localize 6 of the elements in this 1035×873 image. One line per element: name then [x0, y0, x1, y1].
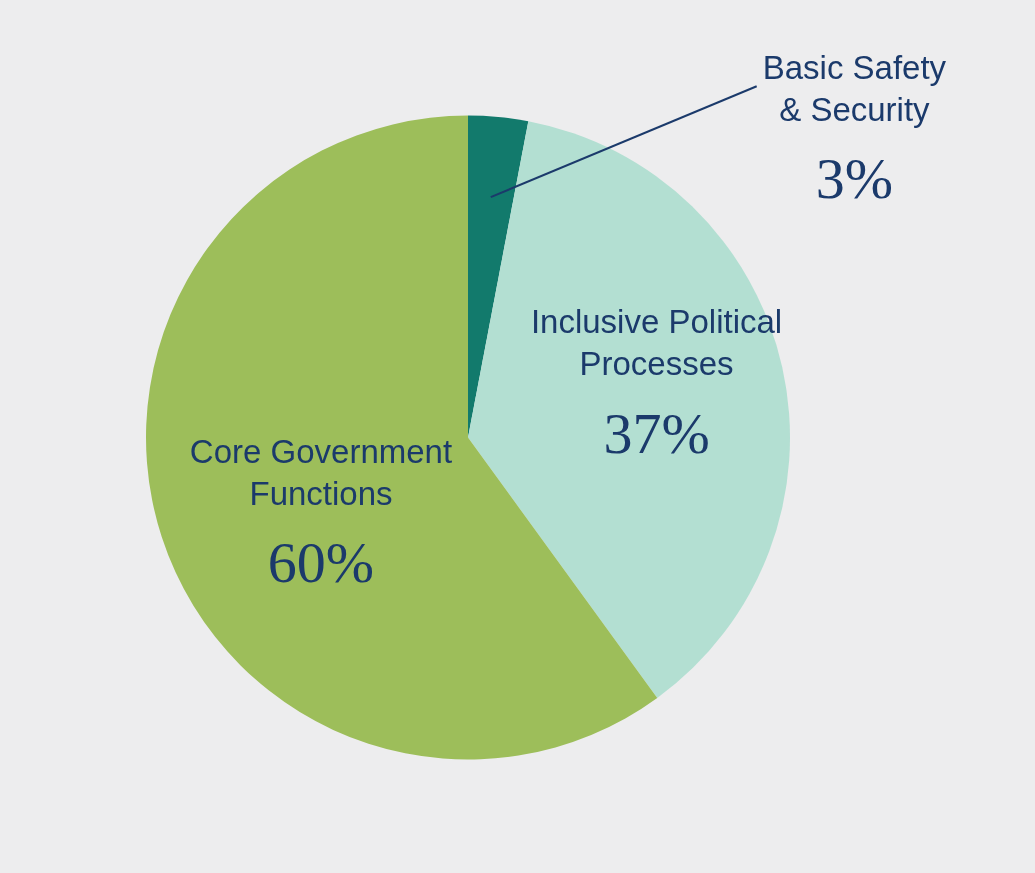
slice-label: Inclusive Political Processes: [530, 303, 783, 383]
slice-label: Core Government Functions: [189, 433, 453, 513]
data-label: 60%: [267, 530, 375, 596]
slice-label: Basic Safety & Security: [762, 49, 947, 129]
data-label: 37%: [603, 400, 710, 466]
data-label: 3%: [815, 146, 894, 212]
